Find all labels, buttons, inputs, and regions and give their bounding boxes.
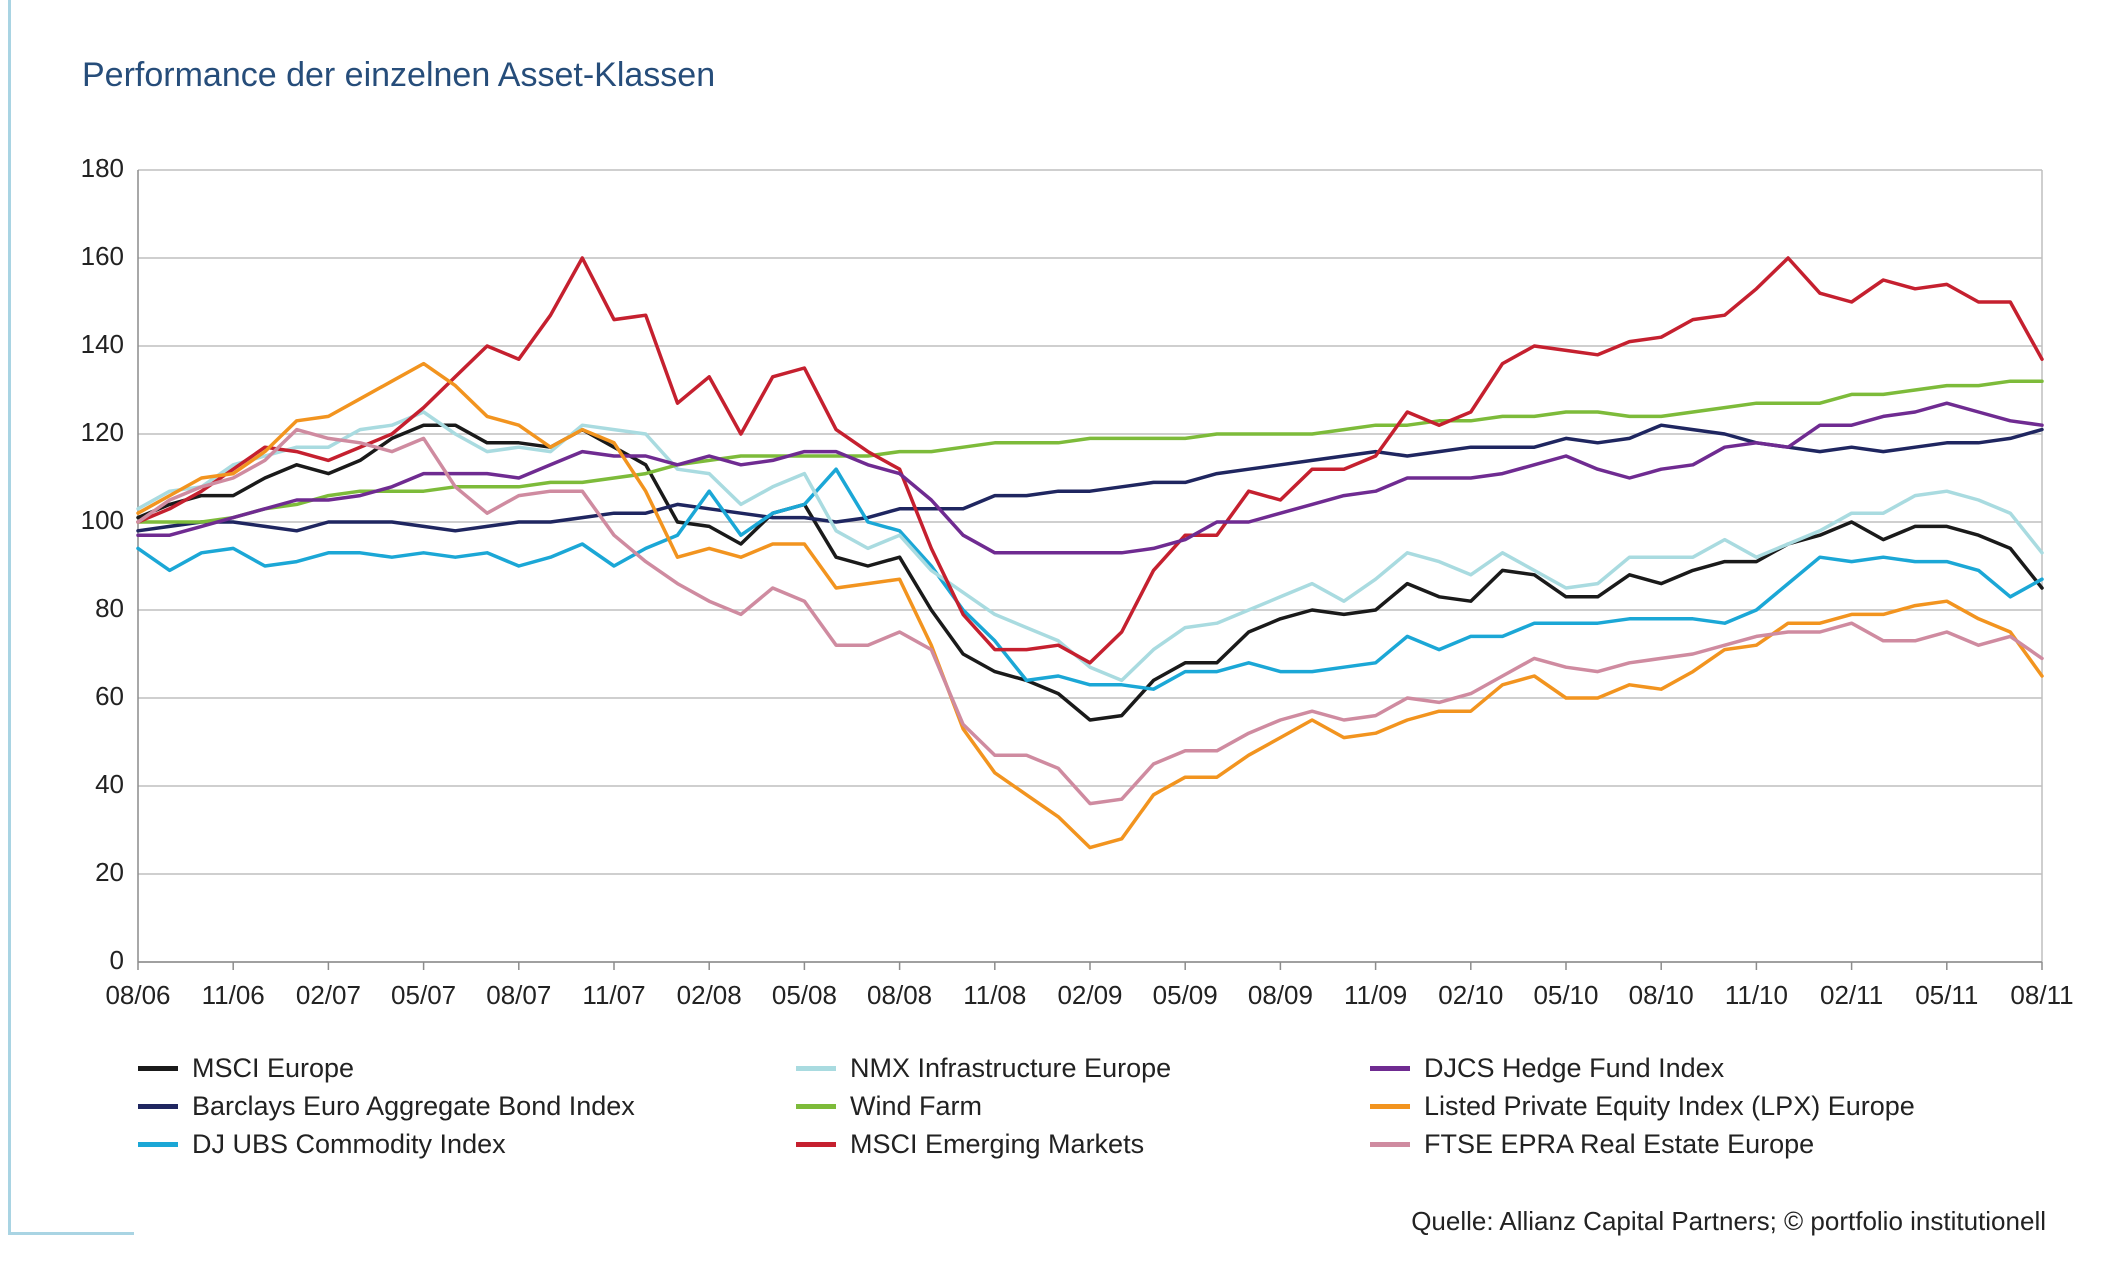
series-line-djcs-hedge-fund-index [136,401,2044,555]
x-tick-label: 05/10 [1533,980,1598,1010]
y-tick-label: 80 [95,593,124,623]
legend-item: Barclays Euro Aggregate Bond Index [138,1088,635,1124]
x-tick-label: 02/07 [296,980,361,1010]
x-tick-label: 05/09 [1153,980,1218,1010]
y-axis-ticks: 0 20 40 60 80 100 120 140 160 180 [81,153,124,975]
x-tick-label: 08/08 [867,980,932,1010]
series-line-msci-europe [136,423,2044,722]
series-line-nmx-infrastructure-europe [136,410,2044,683]
legend-swatch [1370,1141,1410,1147]
series-line-msci-emerging-markets [136,256,2044,665]
x-tick-label: 08/10 [1629,980,1694,1010]
x-tick-label: 11/08 [963,980,1026,1010]
x-tick-label: 05/11 [1915,980,1978,1010]
source-note: Quelle: Allianz Capital Partners; © port… [1411,1206,2046,1236]
legend-label: Wind Farm [850,1090,983,1121]
legend-label: DJ UBS Commodity Index [192,1128,506,1159]
legend-label: Barclays Euro Aggregate Bond Index [192,1090,635,1121]
legend-item: MSCI Europe [138,1050,354,1086]
y-tick-label: 40 [95,769,124,799]
x-tick-label: 02/08 [677,980,742,1010]
legend-label: Listed Private Equity Index (LPX) Europe [1424,1090,1915,1121]
legend-swatch [796,1065,836,1071]
y-tick-label: 140 [81,329,124,359]
x-tick-label: 02/11 [1820,980,1883,1010]
series-line-ftse-epra-real-estate-europe [136,427,2044,806]
legend-swatch [1370,1065,1410,1071]
x-tick-label: 02/10 [1438,980,1503,1010]
legend-swatch [796,1103,836,1109]
frame-bottom-border [8,1232,134,1235]
x-tick-label: 08/11 [2010,980,2073,1010]
x-tick-label: 08/06 [105,980,170,1010]
legend-swatch [138,1065,178,1071]
series-lines [136,256,2044,850]
y-tick-label: 180 [81,153,124,183]
x-tick-label: 02/09 [1057,980,1122,1010]
legend-item: DJCS Hedge Fund Index [1370,1050,1724,1086]
x-tick-label: 05/07 [391,980,456,1010]
legend-item: MSCI Emerging Markets [796,1126,1144,1162]
legend-label: MSCI Europe [192,1052,355,1083]
legend-label: NMX Infrastructure Europe [850,1052,1172,1083]
x-tick-label: 08/09 [1248,980,1313,1010]
y-tick-label: 20 [95,857,124,887]
x-tick-label: 11/07 [582,980,645,1010]
x-tick-label: 05/08 [772,980,837,1010]
x-axis-ticks: 08/06 11/06 02/07 05/07 08/07 11/07 02/08 05/08… [105,962,2074,1010]
legend-item: NMX Infrastructure Europe [796,1050,1171,1086]
y-tick-label: 0 [110,945,124,975]
y-tick-label: 60 [95,681,124,711]
legend-swatch [796,1141,836,1147]
x-tick-label: 11/06 [202,980,265,1010]
legend-item: Wind Farm [796,1088,982,1124]
y-tick-label: 120 [81,417,124,447]
series-line-barclays-euro-aggregate-bond-index [136,423,2044,533]
series-line-listed-private-equity-index-lpx-europe [136,361,2044,850]
frame-left-border [8,0,11,1235]
y-tick-label: 160 [81,241,124,271]
x-tick-label: 11/09 [1344,980,1407,1010]
series-line-wind-farm [136,379,2044,524]
chart-title: Performance der einzelnen Asset-Klassen [82,56,716,94]
legend-item: Listed Private Equity Index (LPX) Europe [1370,1088,1915,1124]
legend-label: DJCS Hedge Fund Index [1424,1052,1725,1083]
series-line-dj-ubs-commodity-index [136,467,2044,691]
legend-item: DJ UBS Commodity Index [138,1126,506,1162]
legend-label: FTSE EPRA Real Estate Europe [1424,1128,1815,1159]
legend-swatch [1370,1103,1410,1109]
legend-swatch [138,1141,178,1147]
legend-label: MSCI Emerging Markets [850,1128,1145,1159]
x-tick-label: 08/07 [486,980,551,1010]
legend-swatch [138,1103,178,1109]
y-tick-label: 100 [81,505,124,535]
x-tick-label: 11/10 [1725,980,1788,1010]
legend-item: FTSE EPRA Real Estate Europe [1370,1126,1814,1162]
